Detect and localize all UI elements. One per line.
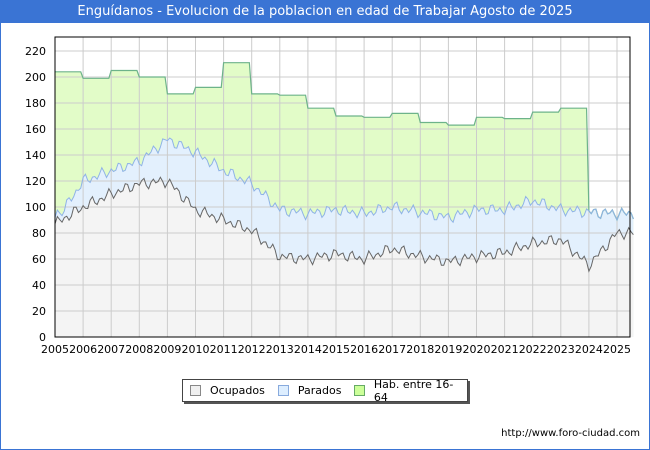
svg-text:2025: 2025 [603,343,631,356]
svg-text:220: 220 [25,45,46,58]
svg-text:40: 40 [32,279,46,292]
svg-text:0: 0 [39,331,46,344]
svg-text:2007: 2007 [97,343,125,356]
svg-text:20: 20 [32,305,46,318]
svg-text:2012: 2012 [238,343,266,356]
legend-swatch-hab [354,385,365,396]
svg-text:2005: 2005 [41,343,69,356]
legend-swatch-parados [277,385,289,396]
chart-legend: Ocupados Parados Hab. entre 16-64 [182,378,468,404]
svg-text:2009: 2009 [153,343,181,356]
legend-item-ocupados: Ocupados [190,384,265,397]
svg-text:80: 80 [32,227,46,240]
svg-text:2008: 2008 [125,343,153,356]
svg-text:2021: 2021 [491,343,519,356]
svg-text:2013: 2013 [266,343,294,356]
legend-item-parados: Parados [277,384,342,397]
svg-text:2020: 2020 [463,343,491,356]
svg-text:2016: 2016 [350,343,378,356]
svg-text:2023: 2023 [547,343,575,356]
svg-text:2014: 2014 [294,343,322,356]
svg-text:2024: 2024 [575,343,603,356]
svg-text:2011: 2011 [210,343,238,356]
svg-text:160: 160 [25,123,46,136]
svg-text:100: 100 [25,201,46,214]
legend-swatch-ocupados [190,385,201,396]
chart-title: Enguídanos - Evolucion de la poblacion e… [0,0,650,23]
svg-text:2019: 2019 [434,343,462,356]
svg-text:140: 140 [25,149,46,162]
svg-text:60: 60 [32,253,46,266]
svg-text:2018: 2018 [406,343,434,356]
svg-text:2022: 2022 [519,343,547,356]
svg-text:120: 120 [25,175,46,188]
svg-text:2006: 2006 [69,343,97,356]
legend-label-ocupados: Ocupados [210,384,265,397]
svg-text:2010: 2010 [182,343,210,356]
legend-label-hab: Hab. entre 16-64 [373,377,454,404]
svg-text:200: 200 [25,71,46,84]
legend-item-hab: Hab. entre 16-64 [354,378,461,404]
legend-label-parados: Parados [297,384,342,397]
svg-text:2017: 2017 [378,343,406,356]
svg-text:180: 180 [25,97,46,110]
source-url: http://www.foro-ciudad.com [501,428,640,439]
svg-text:2015: 2015 [322,343,350,356]
